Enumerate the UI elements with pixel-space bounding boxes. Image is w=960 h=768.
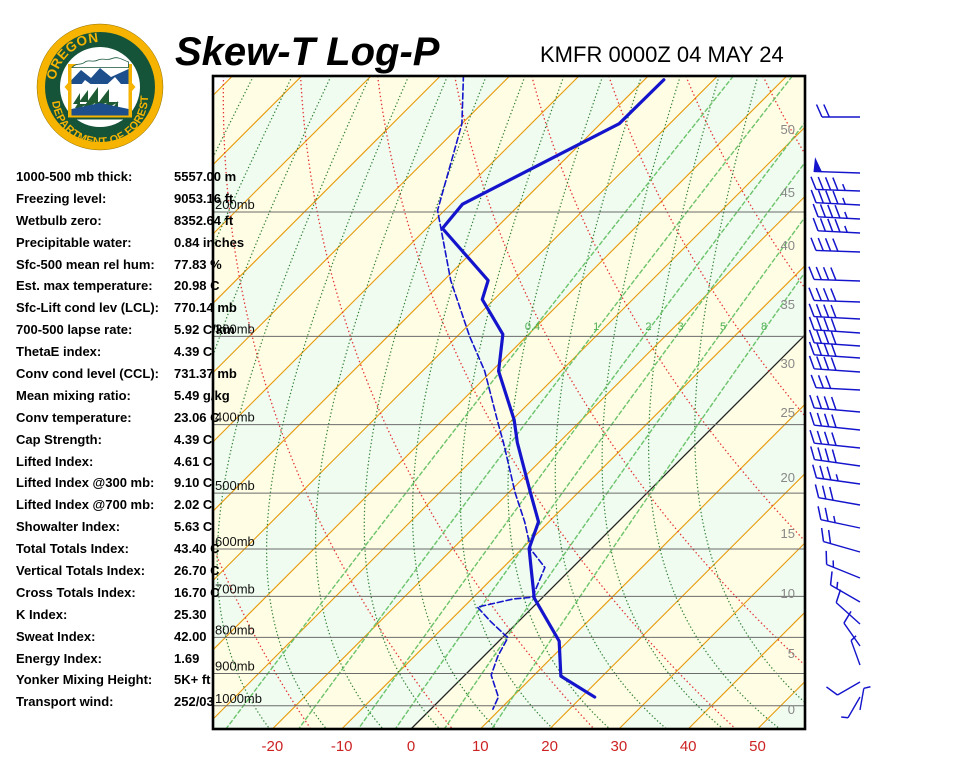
svg-text:15: 15 <box>781 526 795 541</box>
svg-text:0: 0 <box>407 738 415 755</box>
svg-text:8: 8 <box>761 321 767 333</box>
svg-text:40: 40 <box>680 738 697 755</box>
svg-text:3: 3 <box>678 321 684 333</box>
svg-text:20: 20 <box>781 470 795 485</box>
svg-text:30: 30 <box>611 738 628 755</box>
svg-text:600mb: 600mb <box>215 534 255 549</box>
svg-text:5: 5 <box>788 646 795 661</box>
svg-text:50: 50 <box>781 122 795 137</box>
svg-text:45: 45 <box>781 185 795 200</box>
svg-text:700mb: 700mb <box>215 581 255 596</box>
svg-text:30: 30 <box>781 356 795 371</box>
svg-text:10: 10 <box>472 738 489 755</box>
svg-text:35: 35 <box>781 297 795 312</box>
svg-text:800mb: 800mb <box>215 622 255 637</box>
svg-text:500mb: 500mb <box>215 478 255 493</box>
svg-text:1: 1 <box>593 321 599 333</box>
svg-text:900mb: 900mb <box>215 659 255 674</box>
svg-text:5: 5 <box>720 321 726 333</box>
svg-text:40: 40 <box>781 238 795 253</box>
svg-text:-10: -10 <box>331 738 353 755</box>
svg-text:20: 20 <box>541 738 558 755</box>
svg-text:10: 10 <box>781 586 795 601</box>
svg-text:50: 50 <box>749 738 766 755</box>
svg-text:400mb: 400mb <box>215 410 255 425</box>
svg-text:0: 0 <box>788 702 795 717</box>
svg-text:-20: -20 <box>262 738 284 755</box>
svg-text:0.4: 0.4 <box>525 321 540 333</box>
svg-text:25: 25 <box>781 405 795 420</box>
svg-text:2: 2 <box>645 321 651 333</box>
svg-text:1000mb: 1000mb <box>215 691 262 706</box>
